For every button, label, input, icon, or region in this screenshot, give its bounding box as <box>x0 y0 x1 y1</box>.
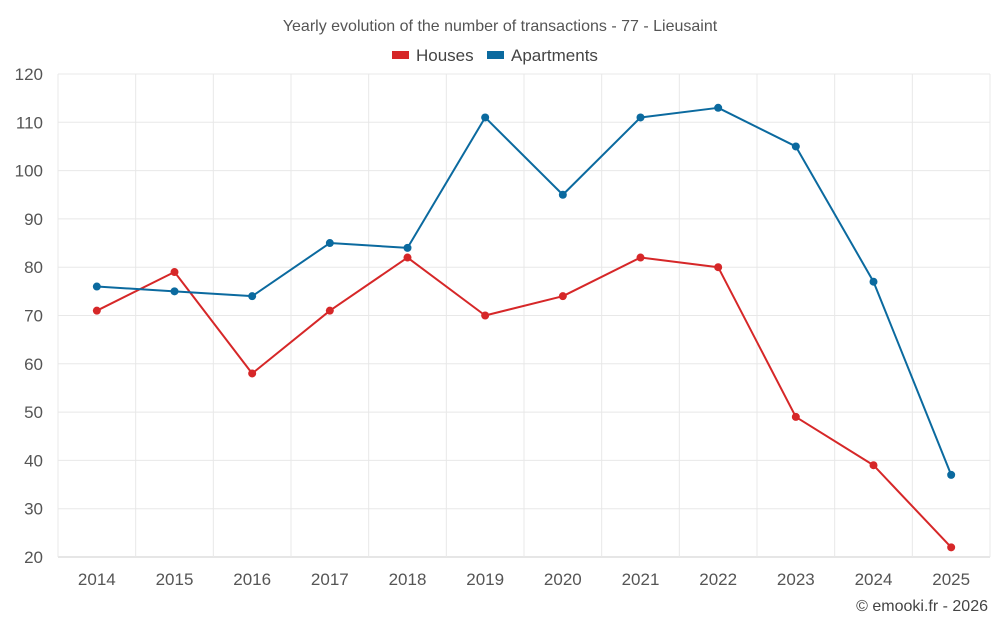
series-houses <box>92 253 956 552</box>
data-point-houses[interactable] <box>791 412 800 421</box>
x-tick-label: 2017 <box>311 570 349 589</box>
x-tick-label: 2023 <box>777 570 815 589</box>
series-apartments <box>92 103 956 479</box>
data-point-houses[interactable] <box>248 369 257 378</box>
data-point-apartments[interactable] <box>947 470 956 479</box>
y-tick-label: 80 <box>24 258 43 277</box>
grid <box>57 73 991 558</box>
x-tick-label: 2016 <box>233 570 271 589</box>
series-line-apartments <box>96 106 953 476</box>
x-tick-label: 2015 <box>156 570 194 589</box>
data-point-houses[interactable] <box>714 263 723 272</box>
data-point-houses[interactable] <box>92 306 101 315</box>
data-point-houses[interactable] <box>947 543 956 552</box>
y-tick-label: 50 <box>24 403 43 422</box>
data-point-apartments[interactable] <box>714 103 723 112</box>
legend: Houses Apartments <box>392 46 598 65</box>
data-point-apartments[interactable] <box>558 190 567 199</box>
data-point-houses[interactable] <box>325 306 334 315</box>
y-tick-label: 20 <box>24 548 43 567</box>
y-tick-label: 100 <box>15 162 43 181</box>
data-point-houses[interactable] <box>869 461 878 470</box>
data-point-apartments[interactable] <box>325 239 334 248</box>
series-line-houses <box>96 256 952 549</box>
legend-label-apartments: Apartments <box>511 46 598 65</box>
x-tick-label: 2019 <box>466 570 504 589</box>
legend-swatch-apartments <box>487 51 504 59</box>
legend-swatch-houses <box>392 51 409 59</box>
x-tick-label: 2024 <box>855 570 893 589</box>
series-layer <box>92 103 956 552</box>
data-point-houses[interactable] <box>481 311 490 320</box>
x-tick-label: 2018 <box>389 570 427 589</box>
data-point-apartments[interactable] <box>403 243 412 252</box>
y-tick-label: 70 <box>24 307 43 326</box>
x-tick-label: 2021 <box>622 570 660 589</box>
data-point-houses[interactable] <box>558 292 567 301</box>
y-tick-label: 110 <box>16 113 43 132</box>
data-point-houses[interactable] <box>170 268 179 277</box>
data-point-apartments[interactable] <box>170 287 179 296</box>
legend-item-apartments[interactable]: Apartments <box>487 46 598 65</box>
x-axis: 2014 2015 2016 2017 2018 2019 2020 2021 2022 2023… <box>78 570 970 589</box>
data-point-apartments[interactable] <box>636 113 645 122</box>
data-point-apartments[interactable] <box>248 292 257 301</box>
data-point-houses[interactable] <box>403 253 412 262</box>
data-point-apartments[interactable] <box>92 282 101 291</box>
y-tick-label: 120 <box>15 65 43 84</box>
x-tick-label: 2020 <box>544 570 582 589</box>
legend-label-houses: Houses <box>416 46 474 65</box>
chart-title: Yearly evolution of the number of transa… <box>283 18 718 35</box>
credit-text: © emooki.fr - 2026 <box>856 598 988 615</box>
y-tick-label: 90 <box>24 210 43 229</box>
y-tick-label: 60 <box>24 355 43 374</box>
data-point-houses[interactable] <box>636 253 645 262</box>
x-tick-label: 2025 <box>932 570 970 589</box>
y-tick-label: 40 <box>24 451 43 470</box>
x-tick-label: 2014 <box>78 570 116 589</box>
x-tick-label: 2022 <box>699 570 737 589</box>
y-tick-label: 30 <box>24 500 43 519</box>
data-point-apartments[interactable] <box>481 113 490 122</box>
data-point-apartments[interactable] <box>791 142 800 151</box>
data-point-apartments[interactable] <box>869 277 878 286</box>
y-axis: 20 30 40 50 60 70 80 90 100 110 120 <box>15 65 43 567</box>
legend-item-houses[interactable]: Houses <box>392 46 474 65</box>
